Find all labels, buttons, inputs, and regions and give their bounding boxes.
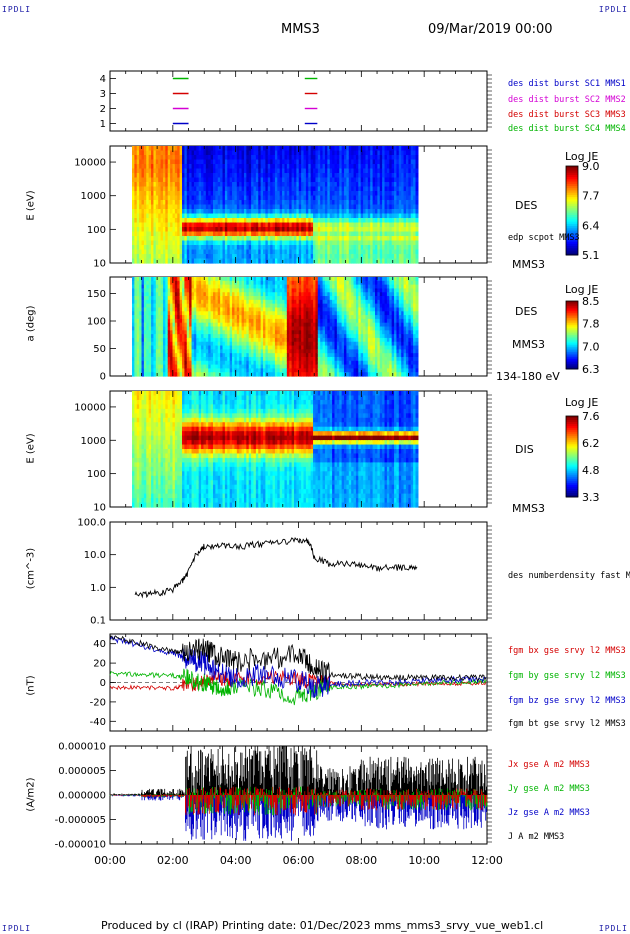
des-pitch-cells bbox=[132, 277, 418, 377]
des-energy-y-tick-label: 100 bbox=[87, 225, 106, 236]
des-energy-cell bbox=[416, 227, 419, 232]
des-energy-cell bbox=[416, 164, 419, 169]
des-energy-cell bbox=[416, 209, 419, 214]
des-energy-cell bbox=[416, 178, 419, 183]
des-energy-cell bbox=[416, 223, 419, 228]
des-energy-cell bbox=[416, 232, 419, 237]
des-energy-cell bbox=[416, 182, 419, 187]
des-energy-cell bbox=[416, 254, 419, 259]
des-energy-colorbar-tick-label: 6.4 bbox=[582, 219, 600, 232]
des-energy-cells bbox=[132, 146, 418, 264]
des-energy-cell bbox=[416, 169, 419, 174]
des-energy-cell bbox=[416, 155, 419, 160]
des-energy-colorbar-tick-label: 5.1 bbox=[582, 249, 600, 262]
des-energy-cell bbox=[416, 196, 419, 201]
des-energy-cell bbox=[416, 151, 419, 156]
des-energy-cell bbox=[416, 241, 419, 246]
des-energy-cell bbox=[416, 205, 419, 210]
burst-y-tick-label: 1 bbox=[100, 119, 106, 130]
des-energy-colorbar-tick-label: 7.7 bbox=[582, 190, 600, 203]
des-energy-cell bbox=[416, 214, 419, 219]
des-energy-y-tick-label: 10 bbox=[93, 259, 106, 270]
des-energy-cell bbox=[416, 250, 419, 255]
burst-y-tick-label: 2 bbox=[100, 104, 106, 115]
burst-y-tick-label: 4 bbox=[100, 74, 106, 85]
des-energy-y-tick-label: 1000 bbox=[81, 191, 106, 202]
des-energy-cell bbox=[416, 191, 419, 196]
des-energy-cell bbox=[416, 218, 419, 223]
des-energy-cell bbox=[416, 245, 419, 250]
burst-y-tick-label: 3 bbox=[100, 89, 106, 100]
des-energy-cell bbox=[416, 259, 419, 264]
des-energy-cell bbox=[416, 236, 419, 241]
des-energy-y-tick-label: 10000 bbox=[74, 158, 106, 169]
des-energy-cell bbox=[416, 146, 419, 151]
des-energy-cell bbox=[416, 160, 419, 165]
des-energy-cell bbox=[416, 173, 419, 178]
burst-panel-frame bbox=[110, 71, 487, 131]
des-energy-cell bbox=[416, 200, 419, 205]
des-energy-cell bbox=[416, 187, 419, 192]
